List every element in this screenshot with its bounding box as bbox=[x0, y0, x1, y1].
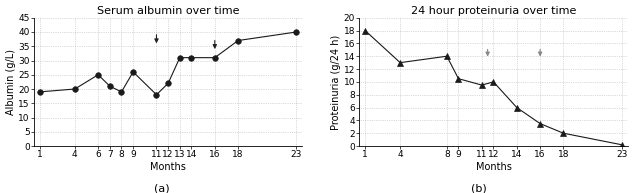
Y-axis label: Albumin (g/L): Albumin (g/L) bbox=[6, 49, 16, 115]
X-axis label: Months: Months bbox=[476, 162, 512, 172]
Y-axis label: Proteinuria (g/24 h): Proteinuria (g/24 h) bbox=[331, 34, 341, 130]
X-axis label: Months: Months bbox=[150, 162, 186, 172]
Title: 24 hour proteinuria over time: 24 hour proteinuria over time bbox=[411, 6, 576, 16]
Title: Serum albumin over time: Serum albumin over time bbox=[97, 6, 240, 16]
Text: (a): (a) bbox=[154, 183, 169, 193]
Text: (b): (b) bbox=[471, 183, 486, 193]
